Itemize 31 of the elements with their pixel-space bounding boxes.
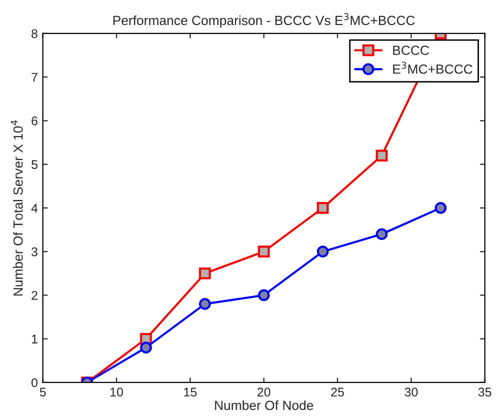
x-tick-label: 5 (40, 388, 46, 397)
point (434, 202, 447, 214)
point (140, 342, 152, 354)
point (199, 267, 211, 280)
point (199, 298, 211, 310)
y-tick-label: 7 (32, 73, 38, 82)
y-axis-title: Number Of Total Server X 10$^{4}$ (10, 120, 23, 296)
x-axis-title: Number Of Node (215, 400, 314, 410)
y-tick-label: 2 (32, 291, 38, 300)
x-tick-label: 30 (404, 388, 418, 397)
legend-label: BCCC (393, 46, 429, 56)
y-tick-label: 3 (32, 247, 38, 256)
point (258, 246, 270, 258)
x-tick-label: 20 (258, 388, 270, 397)
point (376, 150, 388, 162)
x-tick-label: 25 (331, 388, 344, 397)
y-tick-label: 6 (32, 116, 38, 126)
point (376, 228, 388, 240)
point (316, 202, 329, 214)
chart-title: Performance Comparison - BCCC Vs E$^{3}$MC+BCCC (113, 13, 415, 28)
x-tick-label: 10 (110, 388, 123, 397)
point (316, 246, 329, 258)
y-tick-label: 4 (31, 204, 38, 212)
y-tick-label: 0 (32, 378, 38, 388)
y-tick-label: 5 (32, 160, 38, 169)
y-tick-label: 1 (32, 334, 38, 344)
y-tick-label: 8 (32, 29, 38, 38)
point (258, 289, 270, 302)
legend-label: E$^{3}$MC+BCCC (393, 62, 472, 74)
x-tick-label: 35 (478, 388, 492, 397)
x-tick-label: 15 (184, 388, 197, 397)
